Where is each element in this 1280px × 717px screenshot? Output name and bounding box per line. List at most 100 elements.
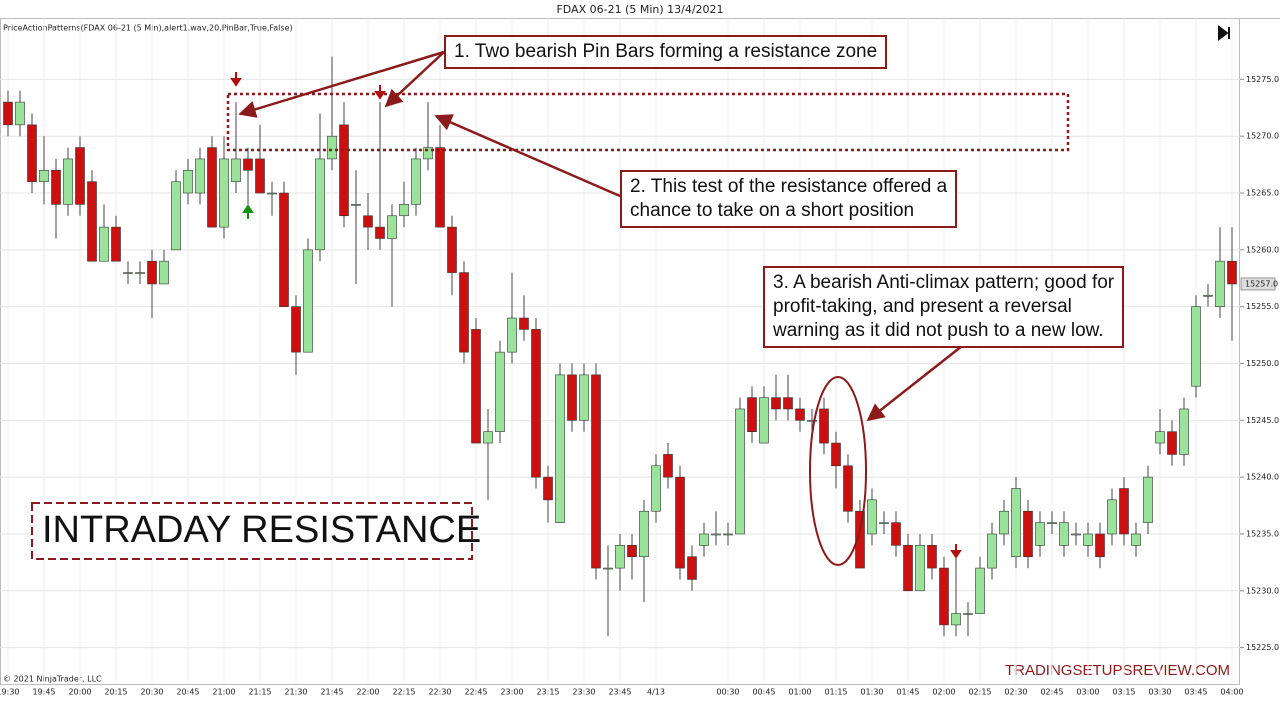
chart-title: FDAX 06-21 (5 Min) 13/4/2021 [556, 3, 723, 16]
arrow [866, 345, 963, 422]
candle-body [879, 522, 889, 524]
x-tick-label: 03:30 [1148, 688, 1171, 697]
candle-body [891, 522, 901, 546]
candle-body [675, 476, 685, 569]
candle-body [591, 374, 601, 569]
x-tick-label: 03:45 [1184, 688, 1207, 697]
candle-body [459, 272, 469, 353]
x-tick-label: 02:00 [932, 688, 955, 697]
candle-body [147, 260, 157, 285]
candle-body [1155, 431, 1165, 444]
candle-body [867, 499, 877, 535]
annotation: 3. A bearish Anti-climax pattern; good f… [763, 266, 1125, 348]
y-tick-label: 15235.0 [1246, 529, 1279, 538]
candle-body [243, 158, 253, 171]
x-tick-label: 22:30 [428, 688, 451, 697]
y-tick-label: 15240.0 [1246, 473, 1279, 482]
candle-body [315, 158, 325, 251]
x-tick-label: 19:45 [32, 688, 55, 697]
y-tick-label: 15265.0 [1246, 189, 1279, 198]
candle-body [291, 306, 301, 353]
candle-body [1191, 306, 1201, 387]
scroll-end-icon[interactable] [1218, 25, 1230, 41]
x-tick-label: 22:00 [356, 688, 379, 697]
x-tick-label: 23:45 [608, 688, 631, 697]
indicator-label: PriceActionPatterns(FDAX 06-21 (5 Min),a… [3, 24, 293, 33]
candle-body [723, 533, 733, 536]
x-tick-label: 03:15 [1112, 688, 1135, 697]
candle-body [1119, 488, 1129, 535]
candle-body [951, 613, 961, 626]
candle-body [651, 465, 661, 512]
candle-body [435, 147, 445, 228]
annotation: 1. Two bearish Pin Bars forming a resist… [444, 35, 888, 69]
candle-body [51, 169, 61, 205]
x-tick-label: 19:30 [0, 688, 20, 697]
candle-body [711, 533, 721, 536]
candle-body [1143, 476, 1153, 523]
candle-body [1035, 522, 1045, 546]
candle-body [759, 397, 769, 444]
y-tick-label: 15230.0 [1246, 586, 1279, 595]
heading-box [31, 502, 473, 560]
copyright: © 2021 NinjaTrader, LLC [3, 675, 102, 684]
candle-body [195, 158, 205, 194]
y-tick-label: 15260.0 [1246, 245, 1279, 254]
candle-body [375, 226, 385, 239]
x-tick-label: 23:15 [536, 688, 559, 697]
annotation-line: 2. This test of the resistance offered a [630, 176, 948, 197]
arrow [434, 114, 621, 198]
x-tick-label: 20:15 [104, 688, 127, 697]
x-tick-label: 23:30 [572, 688, 595, 697]
candle-body [231, 158, 241, 182]
candle-body [1011, 488, 1021, 558]
candle-body [543, 476, 553, 501]
candle-body [939, 567, 949, 626]
candle-body [1083, 533, 1093, 546]
candle-body [639, 510, 649, 558]
candle-body [171, 181, 181, 251]
candle-body [999, 510, 1009, 535]
candle-body [495, 351, 505, 432]
x-tick-label: 21:45 [320, 688, 343, 697]
candle-body [579, 374, 589, 421]
candle-body [387, 215, 397, 239]
x-tick-label: 21:00 [212, 688, 235, 697]
x-tick-label: 21:15 [248, 688, 271, 697]
candle-body [663, 454, 673, 478]
y-tick-label: 15275.0 [1246, 75, 1279, 84]
candle-body [87, 181, 97, 262]
annotation-line: 1. Two bearish Pin Bars forming a resist… [454, 41, 878, 62]
bullish-signal [242, 204, 254, 219]
candle-body [567, 374, 577, 421]
x-tick-label: 01:00 [788, 688, 811, 697]
x-tick-label: 01:45 [896, 688, 919, 697]
candle-body [987, 533, 997, 569]
candle-body [975, 567, 985, 614]
candle-body [351, 204, 361, 206]
resistance-zone [226, 92, 1070, 152]
candle-body [831, 442, 841, 467]
candle-body [915, 545, 925, 592]
x-tick-label: 03:00 [1076, 688, 1099, 697]
candle-body [507, 317, 517, 353]
annotation-line: 3. A bearish Anti-climax pattern; good f… [773, 272, 1115, 293]
x-tick-label: 22:45 [464, 688, 487, 697]
last-price-label: 15257.0 [1245, 279, 1278, 288]
candle-body [531, 329, 541, 478]
candle-body [363, 215, 373, 228]
candle-body [603, 567, 613, 570]
y-tick-label: 15225.0 [1246, 643, 1279, 652]
candle-body [111, 226, 121, 262]
x-tick-label: 04:00 [1220, 688, 1243, 697]
annotation: 2. This test of the resistance offered a… [620, 170, 958, 228]
candle-body [627, 545, 637, 558]
x-tick-label: 4/13 [647, 688, 665, 697]
candle-body [843, 465, 853, 512]
y-tick-label: 15255.0 [1246, 302, 1279, 311]
candle-body [483, 431, 493, 444]
candle-body [471, 329, 481, 444]
candle-body [1023, 510, 1033, 558]
candle-body [855, 510, 865, 569]
